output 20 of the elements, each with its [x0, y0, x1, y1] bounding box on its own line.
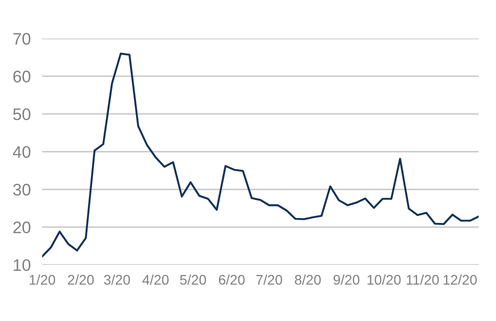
y-tick-label: 60: [13, 70, 30, 82]
x-tick-label: 11/20: [406, 274, 439, 285]
x-tick-label: 9/20: [334, 274, 360, 285]
x-tick-label: 4/20: [142, 274, 169, 285]
y-tick-label: 70: [13, 32, 30, 45]
x-tick-label: 8/20: [294, 274, 321, 285]
x-tick-label: 2/20: [68, 274, 94, 285]
x-tick-label: 12/20: [444, 274, 477, 285]
x-tick-label: 5/20: [180, 274, 206, 285]
x-tick-label: 7/20: [256, 274, 282, 285]
y-tick-label: 50: [13, 108, 30, 120]
y-tick-label: 30: [13, 184, 30, 196]
x-tick-label: 6/20: [218, 274, 245, 285]
y-tick-label: 10: [14, 259, 30, 272]
x-tick-label: 1/20: [30, 274, 56, 285]
y-tick-label: 40: [12, 146, 30, 158]
x-tick-label: 3/20: [104, 274, 130, 285]
y-tick-label: 20: [13, 222, 30, 234]
x-tick-label: 10/20: [368, 274, 401, 285]
line-series: [42, 52, 479, 258]
